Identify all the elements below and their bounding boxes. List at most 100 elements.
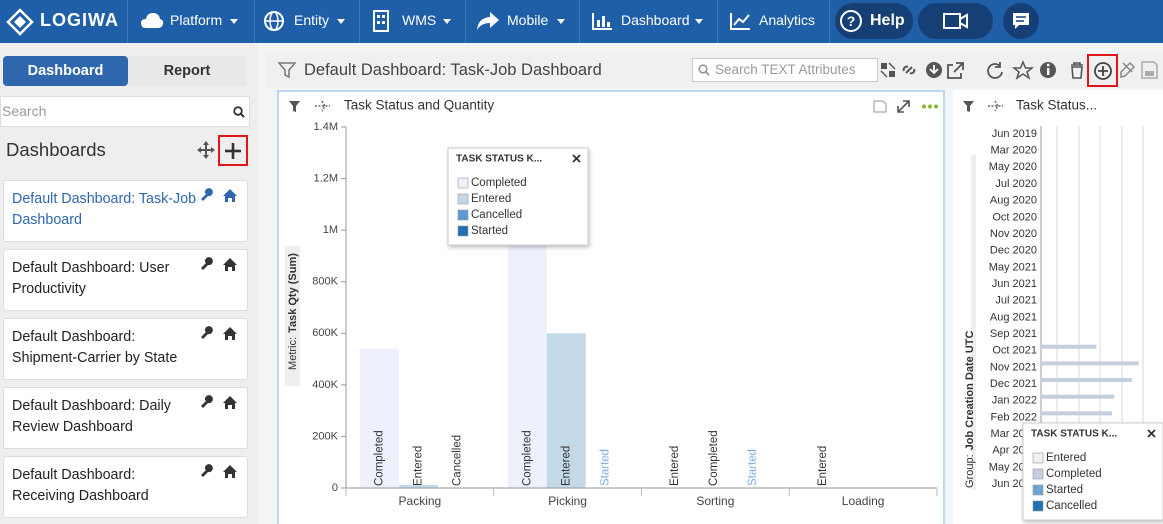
home-icon[interactable] xyxy=(223,327,237,340)
y-tick-label: Nov 2020 xyxy=(990,228,1037,240)
filter-icon[interactable] xyxy=(289,101,300,112)
legend-swatch xyxy=(457,209,469,221)
y-tick-label: Jun 2019 xyxy=(992,128,1037,140)
video-button[interactable] xyxy=(918,3,993,39)
cloud-icon xyxy=(141,13,164,28)
legend-title: TASK STATUS K... xyxy=(1031,429,1117,440)
chat-button[interactable] xyxy=(1003,3,1039,39)
legend-close[interactable] xyxy=(572,154,581,163)
legend: TASK STATUS K... Completed Entered Cancelle… xyxy=(447,147,589,246)
legend-swatch xyxy=(1032,452,1044,464)
search-placeholder: Search xyxy=(2,103,47,119)
bar-label: Completed xyxy=(708,430,720,486)
separator xyxy=(465,0,466,43)
nav-mobile[interactable]: Mobile xyxy=(507,12,549,28)
y-tick-label: Jul 2020 xyxy=(995,178,1037,190)
caret xyxy=(695,19,703,24)
nav-analytics[interactable]: Analytics xyxy=(759,12,816,28)
legend-swatch xyxy=(457,193,469,205)
bar xyxy=(399,484,438,488)
bar xyxy=(1041,361,1139,366)
nav-wms[interactable]: WMS xyxy=(402,12,437,28)
bar xyxy=(1041,344,1097,349)
key-icon[interactable] xyxy=(201,395,213,408)
save-icon[interactable] xyxy=(873,100,887,113)
y-tick-label: 600K xyxy=(312,327,338,339)
bar xyxy=(546,333,586,488)
legend-close[interactable] xyxy=(1147,429,1156,438)
search-icon xyxy=(698,64,710,76)
share-icon xyxy=(477,12,499,30)
dashboard-item[interactable]: Default Dashboard: Receiving Dashboard xyxy=(3,456,248,518)
search-box[interactable]: Search xyxy=(0,96,250,127)
more-icon[interactable] xyxy=(922,104,938,109)
legend-label: Cancelled xyxy=(1046,500,1097,512)
dashboard-item[interactable]: Default Dashboard: Daily Review Dashboar… xyxy=(3,387,248,449)
search-icon xyxy=(233,106,245,118)
home-icon[interactable] xyxy=(223,396,237,409)
nav-dashboard[interactable]: Dashboard xyxy=(621,12,690,28)
axis-title-strip xyxy=(285,246,300,386)
separator xyxy=(359,0,360,43)
building-icon xyxy=(373,10,389,32)
bar xyxy=(507,230,547,488)
filter-icon[interactable] xyxy=(963,101,974,112)
toolbar-icons xyxy=(880,60,1158,80)
bar-label: Completed xyxy=(374,430,386,486)
axis-title: Metric: Task Qty (Sum) xyxy=(287,253,299,370)
key-icon[interactable] xyxy=(201,188,213,201)
legend-box xyxy=(447,147,589,246)
caret xyxy=(230,19,238,24)
widget-task-status-date: Task Status... Group: Job Creation Date U… xyxy=(963,98,1163,521)
bar-label: Completed xyxy=(521,430,533,486)
y-tick-label: Mar 2020 xyxy=(991,145,1037,157)
widget-task-status-quantity: Task Status and Quantity Metric: Task Qty… xyxy=(285,98,938,508)
caret xyxy=(557,19,565,24)
legend: TASK STATUS K... Entered Completed Started C… xyxy=(1022,422,1163,521)
tab-dashboard[interactable]: Dashboard xyxy=(3,56,128,86)
chart-icon xyxy=(592,13,612,30)
x-tick-label: Sorting xyxy=(696,494,734,508)
legend-label: Started xyxy=(1046,484,1083,496)
tab-report[interactable]: Report xyxy=(128,56,246,86)
legend-label: Completed xyxy=(471,177,527,189)
add-dashboard-highlight[interactable] xyxy=(218,135,248,166)
y-tick-label: Aug 2020 xyxy=(990,195,1037,207)
globe-icon xyxy=(264,11,284,31)
nav-platform[interactable]: Platform xyxy=(170,12,223,28)
expand-icon[interactable] xyxy=(897,100,910,113)
bar-label: Started xyxy=(747,449,759,486)
help-icon: ? xyxy=(840,10,862,32)
legend-box xyxy=(1022,422,1163,521)
legend-label: Completed xyxy=(1046,468,1102,480)
bar-label: Entered xyxy=(560,446,572,486)
dashboard-item-title: Default Dashboard: Task-Job Dashboard xyxy=(12,191,197,228)
y-tick-label: Jul 2021 xyxy=(995,295,1037,307)
y-tick-label: 200K xyxy=(312,430,338,442)
chat-icon xyxy=(1013,13,1029,29)
attribute-search[interactable]: Search TEXT Attributes xyxy=(692,58,878,82)
y-tick-label: 400K xyxy=(312,379,338,391)
y-tick-label: Oct 2021 xyxy=(992,345,1037,357)
move-icon[interactable] xyxy=(196,140,216,160)
add-widget-highlight[interactable] xyxy=(1087,54,1118,87)
home-icon[interactable] xyxy=(223,189,237,202)
key-icon[interactable] xyxy=(201,464,213,477)
legend-label: Started xyxy=(471,225,508,237)
y-tick-label: Jun 2021 xyxy=(992,278,1037,290)
key-icon[interactable] xyxy=(201,326,213,339)
filter-icon[interactable] xyxy=(278,61,296,79)
legend-swatch xyxy=(457,177,469,189)
home-icon[interactable] xyxy=(223,258,237,271)
bar-label: Started xyxy=(599,449,611,486)
axis-title-prefix: Group: xyxy=(964,454,976,488)
key-icon[interactable] xyxy=(201,257,213,270)
help-button[interactable]: ? Help xyxy=(835,3,913,39)
legend-swatch xyxy=(1032,468,1044,480)
logo[interactable]: LOGIWA xyxy=(40,10,119,30)
nav-entity[interactable]: Entity xyxy=(294,12,330,28)
bar-label: Entered xyxy=(413,446,425,486)
drill-icon[interactable] xyxy=(315,100,330,112)
drill-icon[interactable] xyxy=(988,100,1003,112)
home-icon[interactable] xyxy=(223,465,237,478)
